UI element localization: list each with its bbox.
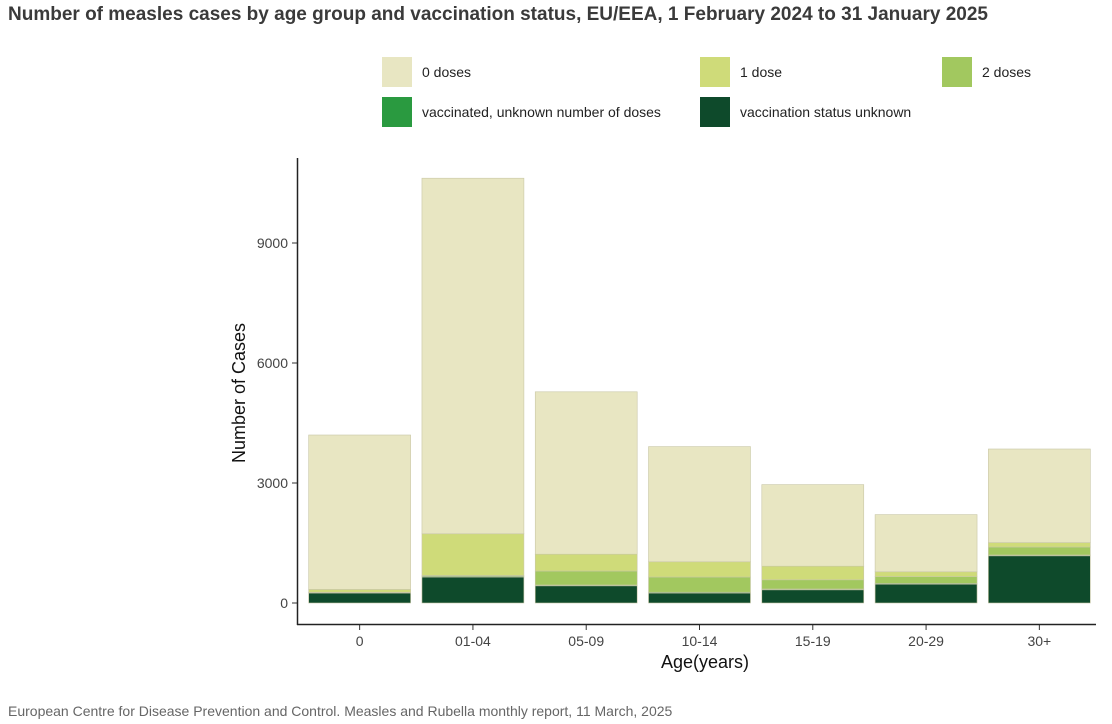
bar-segment-15-19-0-doses <box>761 484 865 567</box>
bar-segment-15-19-2-doses <box>761 579 865 590</box>
legend-swatch-1-dose <box>700 57 730 87</box>
x-tick-label: 05-09 <box>568 633 604 649</box>
bar-segment-30-vaccination-status-unknown <box>988 555 1091 604</box>
y-tick-label: 0 <box>280 595 288 611</box>
bar-segment-15-19-1-dose <box>761 565 865 581</box>
bar-segment-20-29-1-dose <box>874 571 978 577</box>
x-tick-label: 30+ <box>1027 633 1051 649</box>
y-ticks-group: 0 3000 6000 9000 <box>257 235 297 611</box>
bar-segment-30-1-dose <box>988 542 1091 548</box>
x-ticks-group: 0 01-04 05-09 10-14 15-19 20-29 30+ <box>356 625 1051 649</box>
bar-segment-01-04-0-doses <box>421 177 525 535</box>
legend-label-2-doses: 2 doses <box>982 64 1032 80</box>
legend-item-vaccination-status-unknown: vaccination status unknown <box>700 97 911 127</box>
legend-swatch-vaccination-status-unknown <box>700 97 730 127</box>
bar-segment-05-09-1-dose <box>534 553 638 572</box>
bar-segment-10-14-vaccination-status-unknown <box>648 592 751 604</box>
y-tick-label: 9000 <box>257 235 288 251</box>
chart-title: Number of measles cases by age group and… <box>8 4 988 25</box>
source-note: European Centre for Disease Prevention a… <box>8 703 673 719</box>
legend-item-1-dose: 1 dose <box>700 57 782 87</box>
bar-segment-30-2-doses <box>988 546 1091 556</box>
y-tick-label: 6000 <box>257 355 288 371</box>
legend-item-2-doses: 2 doses <box>942 57 1031 87</box>
bar-segment-15-19-vaccination-status-unknown <box>761 589 865 604</box>
bar-segment-30-0-doses <box>988 448 1091 543</box>
bar-segment-10-14-1-dose <box>648 561 751 578</box>
legend-label-vaccination-status-unknown: vaccination status unknown <box>740 104 912 120</box>
bar-segment-0-0-doses <box>308 434 411 590</box>
bar-segment-0-1-dose <box>308 589 411 593</box>
legend-label-0-doses: 0 doses <box>422 64 472 80</box>
legend-item-0-doses: 0 doses <box>382 57 471 87</box>
x-tick-label: 10-14 <box>682 633 718 649</box>
x-tick-label: 15-19 <box>795 633 831 649</box>
bar-segment-05-09-0-doses <box>534 391 638 555</box>
legend-label-vaccinated-unknown-doses: vaccinated, unknown number of doses <box>422 104 661 120</box>
y-tick-label: 3000 <box>257 475 288 491</box>
x-axis-label: Age(years) <box>661 652 749 672</box>
x-tick-label: 01-04 <box>455 633 491 649</box>
y-axis-label: Number of Cases <box>229 323 249 463</box>
bar-segment-0-vaccination-status-unknown <box>308 592 411 604</box>
bar-segment-01-04-1-dose <box>421 533 525 576</box>
bars-group <box>308 177 1091 604</box>
bar-segment-20-29-vaccination-status-unknown <box>874 583 978 604</box>
bar-segment-10-14-0-doses <box>648 446 751 563</box>
legend-swatch-0-doses <box>382 57 412 87</box>
bar-segment-20-29-0-doses <box>874 514 978 573</box>
legend-swatch-2-doses <box>942 57 972 87</box>
bar-segment-10-14-2-doses <box>648 576 751 593</box>
bar-segment-20-29-2-doses <box>874 576 978 584</box>
bar-segment-05-09-vaccination-status-unknown <box>534 585 638 604</box>
legend-swatch-vaccinated-unknown-doses <box>382 97 412 127</box>
x-tick-label: 20-29 <box>908 633 944 649</box>
bar-segment-05-09-2-doses <box>534 570 638 586</box>
legend-item-vaccinated-unknown-doses: vaccinated, unknown number of doses <box>382 97 661 127</box>
x-tick-label: 0 <box>356 633 364 649</box>
bar-segment-01-04-vaccination-status-unknown <box>421 576 525 604</box>
legend-label-1-dose: 1 dose <box>740 64 783 80</box>
